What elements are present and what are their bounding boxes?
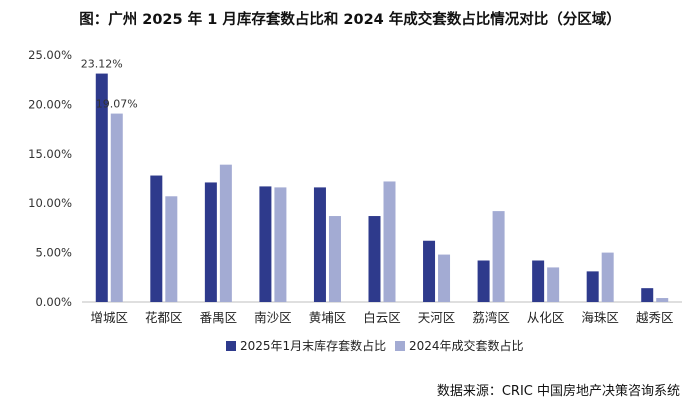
bar-series-1 <box>95 73 108 302</box>
bar-series-1 <box>477 260 490 302</box>
bar-series-2 <box>274 187 287 302</box>
x-tick-label: 增城区 <box>91 310 129 325</box>
x-tick-label: 黄埔区 <box>309 310 347 325</box>
legend-swatch-1 <box>226 341 236 351</box>
legend-label-1: 2025年1月末库存套数占比 <box>240 338 386 353</box>
bar-series-2 <box>165 196 178 302</box>
y-tick-label: 0.00% <box>35 295 72 309</box>
x-tick-label: 从化区 <box>527 310 565 325</box>
x-tick-label: 番禺区 <box>200 310 238 325</box>
data-label: 19.07% <box>96 98 138 111</box>
bar-series-1 <box>532 260 545 302</box>
bar-series-1 <box>423 240 436 302</box>
bar-chart: 0.00% 5.00% 10.00% 15.00% 20.00% 25.00% 增城区 花都区… <box>28 48 682 353</box>
y-tick-label: 20.00% <box>28 97 72 111</box>
y-tick-label: 10.00% <box>28 196 72 210</box>
bar-series-2 <box>492 211 505 302</box>
bar-series-2 <box>601 252 614 302</box>
x-tick-label: 天河区 <box>418 310 456 325</box>
x-tick-label: 花都区 <box>145 310 183 325</box>
x-tick-label: 海珠区 <box>581 310 619 325</box>
x-tick-label: 白云区 <box>363 310 401 325</box>
bar-series-2 <box>219 164 232 302</box>
x-tick-label: 越秀区 <box>636 310 674 325</box>
bar-series-2 <box>656 298 669 302</box>
bar-series-2 <box>110 113 123 302</box>
bar-series-1 <box>313 187 326 302</box>
y-tick-label: 15.00% <box>28 147 72 161</box>
y-tick-label: 5.00% <box>35 246 72 260</box>
bar-series-2 <box>328 216 341 302</box>
chart-title: 图：广州 2025 年 1 月库存套数占比和 2024 年成交套数占比情况对比（… <box>79 12 621 28</box>
data-source-note: 数据来源：CRIC 中国房地产决策咨询系统 <box>436 384 680 399</box>
bar-series-1 <box>204 182 217 302</box>
bar-series-2 <box>547 267 560 302</box>
bar-series-1 <box>368 216 381 302</box>
bar-series-2 <box>438 254 451 302</box>
bar-series-1 <box>641 288 654 302</box>
x-tick-label: 南沙区 <box>254 310 292 325</box>
data-label: 23.12% <box>81 58 123 71</box>
x-tick-label: 荔湾区 <box>472 310 510 325</box>
y-tick-label: 25.00% <box>28 48 72 62</box>
legend-swatch-2 <box>395 341 405 351</box>
legend-label-2: 2024年成交套数占比 <box>409 338 524 353</box>
bar-series-1 <box>586 271 599 302</box>
bar-series-1 <box>259 186 272 302</box>
bar-series-1 <box>150 175 163 302</box>
bar-series-2 <box>383 181 396 302</box>
